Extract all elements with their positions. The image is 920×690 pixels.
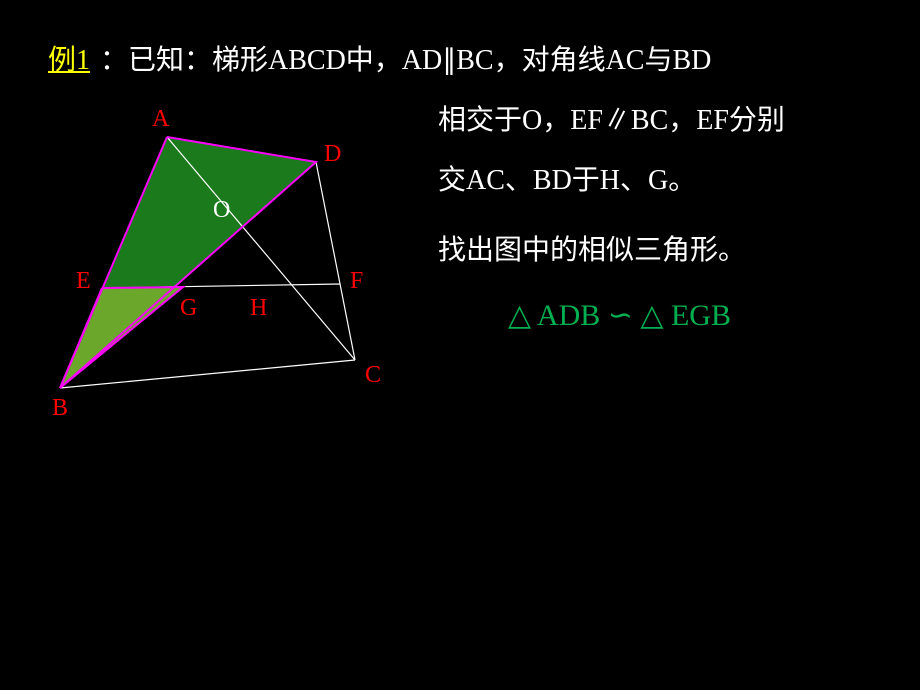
label-c: C <box>365 362 381 389</box>
label-f: F <box>350 268 363 295</box>
label-g: G <box>180 295 197 322</box>
label-e: E <box>76 268 91 295</box>
label-b: B <box>52 395 68 422</box>
label-d: D <box>324 141 341 168</box>
geometry-diagram <box>0 0 920 690</box>
label-a: A <box>152 106 169 133</box>
edge-dc <box>316 162 355 360</box>
label-o: O <box>213 197 230 224</box>
label-h: H <box>250 295 267 322</box>
edge-cb <box>60 360 355 388</box>
